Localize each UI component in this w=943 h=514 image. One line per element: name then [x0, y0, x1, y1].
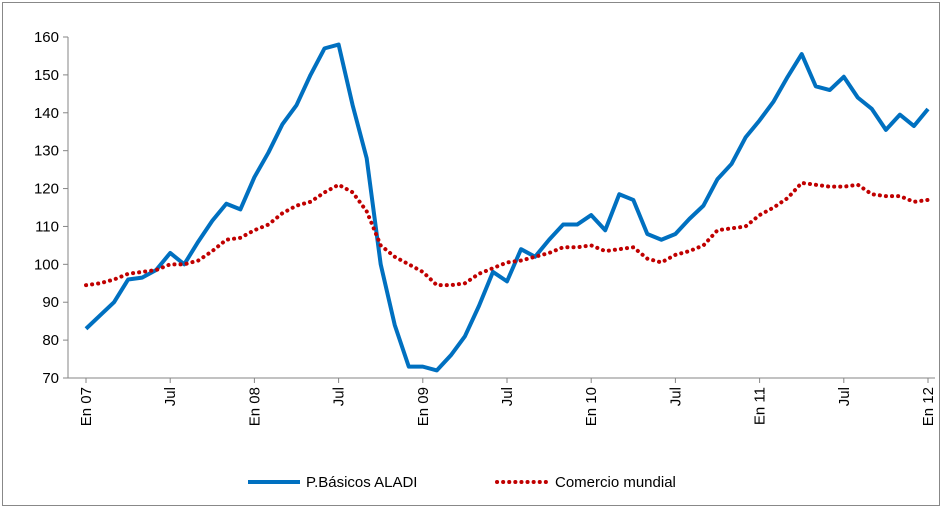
- x-tick-label: Jul: [331, 387, 348, 406]
- y-tick-label: 150: [34, 67, 59, 84]
- x-tick-label: En 07: [78, 387, 95, 426]
- legend-label: P.Básicos ALADI: [306, 474, 417, 491]
- series-line: [84, 42, 930, 373]
- y-tick-label: 130: [34, 143, 59, 160]
- chart-frame: [2, 2, 940, 506]
- x-tick-label: Jul: [499, 387, 516, 406]
- x-tick-label: En 10: [583, 387, 600, 426]
- x-tick-label: Jul: [836, 387, 853, 406]
- x-tick-label: En 12: [920, 387, 937, 426]
- x-tick-label: En 09: [415, 387, 432, 426]
- y-tick-label: 160: [34, 29, 59, 46]
- y-tick-label: 80: [42, 332, 59, 349]
- y-tick-label: 100: [34, 256, 59, 273]
- y-tick-label: 120: [34, 181, 59, 198]
- x-tick-label: En 08: [246, 387, 263, 426]
- legend-label: Comercio mundial: [555, 474, 676, 491]
- y-tick-label: 70: [42, 370, 59, 387]
- y-tick-label: 90: [42, 294, 59, 311]
- x-tick-label: Jul: [667, 387, 684, 406]
- y-tick-label: 110: [35, 218, 59, 235]
- x-tick-label: Jul: [162, 387, 179, 406]
- series-line: [84, 180, 930, 288]
- x-tick-label: En 11: [752, 387, 769, 425]
- y-tick-label: 140: [34, 105, 59, 122]
